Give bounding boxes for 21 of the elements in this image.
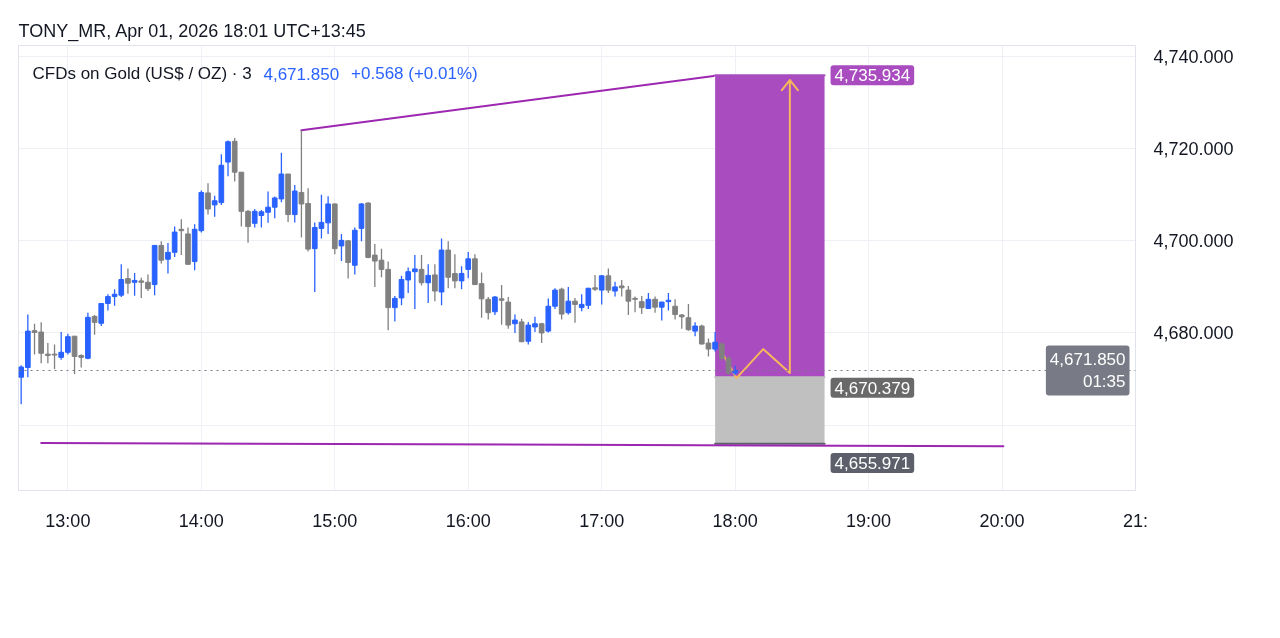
- y-tick-label: 4,700.000: [1153, 231, 1234, 252]
- x-tick-label: 14:00: [178, 510, 224, 531]
- y-tick-label: 4,720.000: [1153, 139, 1234, 160]
- annotation: +0.568 (+0.01%): [351, 64, 478, 83]
- x-tick-label: 17:00: [579, 510, 625, 531]
- data-label: 4,735.934: [834, 66, 911, 86]
- y-tick-label: 4,740.000: [1153, 47, 1234, 68]
- x-tick-label: 15:00: [312, 510, 358, 531]
- chart-title: TONY_MR, Apr 01, 2026 18:01 UTC+13:45: [18, 20, 366, 42]
- x-tick-label: 18:00: [712, 510, 758, 531]
- y-tick-label: 4,680.000: [1153, 323, 1234, 344]
- x-tick-label: 19:00: [846, 510, 892, 531]
- ref-line-label: 4,671.850 01:35: [1049, 349, 1126, 392]
- text: CFDs on Gold (US$ / OZ) · 3: [32, 64, 252, 83]
- x-tick-label: 16:00: [445, 510, 491, 531]
- x-tick-label: 21:: [1122, 510, 1149, 531]
- data-label: 4,655.971: [834, 453, 911, 473]
- x-tick-label: 13:00: [45, 510, 91, 531]
- x-tick-label: 20:00: [979, 510, 1025, 531]
- data-label: 4,670.379: [834, 378, 911, 398]
- annotation: 4,671.850: [263, 64, 340, 84]
